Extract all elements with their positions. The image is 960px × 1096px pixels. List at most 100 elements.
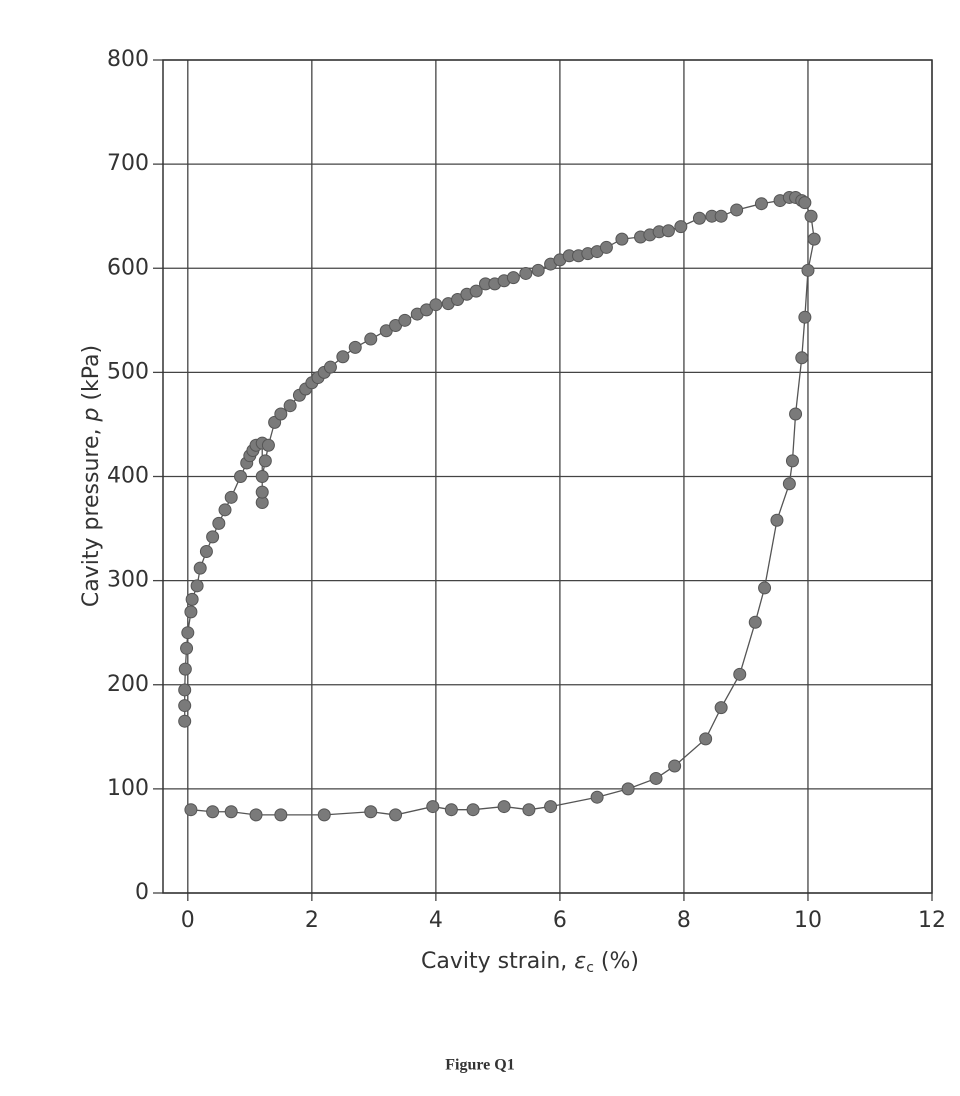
x-tick-label: 2 [305, 908, 319, 933]
data-point [234, 470, 248, 483]
data-point [804, 209, 818, 223]
data-point [224, 805, 238, 819]
y-tick-label: 500 [107, 359, 149, 384]
data-point [615, 232, 629, 246]
data-point [249, 808, 263, 822]
data-point [224, 490, 238, 504]
x-tick-label: 10 [794, 908, 822, 933]
data-point [789, 407, 803, 421]
data-point [692, 211, 706, 225]
data-point [733, 667, 747, 681]
y-tick-label: 600 [107, 255, 149, 280]
data-point [199, 544, 213, 558]
y-tick-label: 400 [107, 464, 149, 489]
y-tick-label: 100 [107, 776, 149, 801]
y-label-symbol: p [79, 408, 104, 423]
data-point [283, 399, 297, 413]
y-label-unit: (kPa) [79, 345, 104, 408]
y-label-part: Cavity pressure, [79, 422, 104, 608]
data-point [519, 266, 533, 280]
data-point [255, 485, 269, 499]
x-label-unit: (%) [594, 949, 639, 974]
data-point [364, 332, 378, 346]
data-point [218, 503, 232, 517]
data-point [274, 808, 288, 822]
data-point [466, 803, 480, 817]
data-point [389, 808, 403, 822]
data-point [180, 641, 194, 655]
data-point [336, 350, 350, 364]
data-point [730, 203, 744, 217]
data-point [274, 407, 288, 421]
data-point [444, 803, 458, 817]
data-point [599, 240, 613, 254]
data-point [531, 263, 545, 277]
data-point [506, 271, 520, 285]
data-point [714, 701, 728, 715]
data-point [364, 805, 378, 819]
data-point [193, 561, 207, 575]
x-label-part: Cavity strain, [421, 949, 574, 974]
data-point [398, 313, 412, 327]
data-point [206, 530, 220, 544]
data-point [426, 800, 440, 814]
x-tick-label: 8 [677, 908, 691, 933]
data-point [184, 803, 198, 817]
data-point [181, 626, 195, 640]
data-point [699, 732, 713, 746]
data-point [258, 454, 272, 468]
x-axis-label: Cavity strain, εc (%) [421, 949, 639, 976]
y-tick-label: 200 [107, 672, 149, 697]
data-point [801, 263, 815, 277]
data-point [785, 454, 799, 468]
data-point [206, 805, 220, 819]
y-tick-label: 700 [107, 151, 149, 176]
data-point [212, 516, 226, 530]
data-point [323, 360, 337, 374]
data-point [544, 800, 558, 814]
data-point [795, 351, 809, 365]
data-point [668, 759, 682, 773]
data-point [178, 662, 192, 676]
data-point [522, 803, 536, 817]
data-point [798, 310, 812, 324]
data-point [621, 782, 635, 796]
data-point [674, 220, 688, 234]
data-point [184, 605, 198, 619]
data-point [190, 579, 204, 593]
x-tick-label: 12 [918, 908, 946, 933]
data-point [178, 714, 192, 728]
data-point [469, 284, 483, 298]
data-point [714, 209, 728, 223]
x-tick-label: 6 [553, 908, 567, 933]
x-label-subscript: c [586, 960, 594, 976]
data-point [590, 790, 604, 804]
caption: Figure Q1 [445, 1057, 514, 1074]
data-point [178, 699, 192, 713]
data-point [317, 808, 331, 822]
data-point [185, 592, 199, 606]
data-point [748, 615, 762, 629]
data-point [661, 224, 675, 238]
data-point [807, 232, 821, 246]
x-tick-label: 4 [429, 908, 443, 933]
y-tick-label: 800 [107, 47, 149, 72]
data-point [798, 196, 812, 210]
x-label-symbol: ε [574, 949, 586, 974]
data-point [255, 470, 269, 483]
data-point [770, 513, 784, 527]
data-point [348, 340, 362, 354]
y-tick-label: 0 [135, 880, 149, 905]
plot-frame [162, 59, 933, 894]
y-axis-label: Cavity pressure, p (kPa) [79, 345, 104, 607]
y-tick-label: 300 [107, 568, 149, 593]
data-point [754, 197, 768, 211]
data-point [261, 438, 275, 452]
data-point [497, 800, 511, 814]
data-point [758, 581, 772, 595]
data-point [178, 683, 192, 697]
x-tick-label: 0 [181, 908, 195, 933]
data-point [429, 298, 443, 312]
